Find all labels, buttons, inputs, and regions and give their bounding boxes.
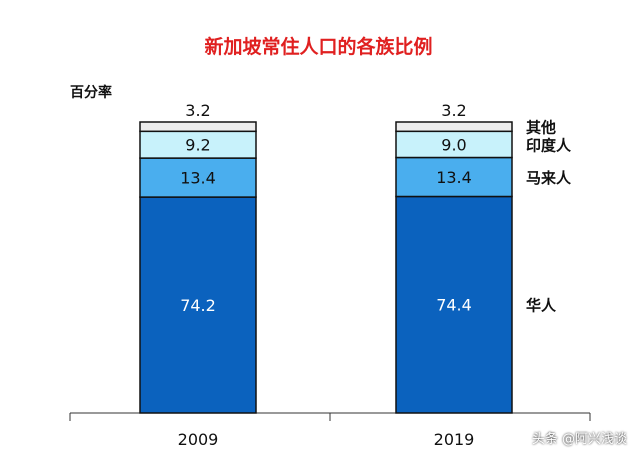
data-label: 3.2 <box>441 101 466 120</box>
data-label: 13.4 <box>180 169 216 188</box>
y-axis-label: 百分率 <box>70 85 112 101</box>
chart-title: 新加坡常住人口的各族比例 <box>204 36 433 58</box>
data-label: 13.4 <box>436 168 472 187</box>
bar-segment-2009-3 <box>139 121 257 133</box>
bar-segment-2019-0 <box>395 195 513 414</box>
watermark: 头条 @阿兴浅谈 <box>531 432 627 447</box>
data-label: 74.2 <box>180 296 216 315</box>
bar-segment-2009-1 <box>139 157 257 198</box>
data-label: 3.2 <box>185 101 210 120</box>
legend-label: 印度人 <box>526 136 572 154</box>
bar-segment-2009-2 <box>139 130 257 159</box>
x-tick-label: 2019 <box>434 430 475 449</box>
bar-segment-2019-2 <box>395 130 513 159</box>
data-label: 9.0 <box>441 135 466 154</box>
data-label: 74.4 <box>436 296 472 315</box>
legend-label: 马来人 <box>526 169 572 187</box>
legend-label: 其他 <box>526 119 556 137</box>
x-tick-label: 2009 <box>178 430 219 449</box>
legend-label: 华人 <box>526 297 557 315</box>
bar-segment-2019-3 <box>395 121 513 133</box>
data-label: 9.2 <box>185 136 210 155</box>
bar-segment-2019-1 <box>395 156 513 198</box>
